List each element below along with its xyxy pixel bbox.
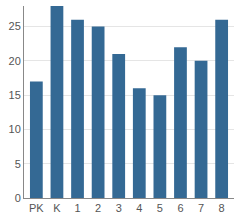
svg-text:0: 0 bbox=[15, 192, 21, 204]
svg-text:7: 7 bbox=[198, 202, 204, 214]
svg-text:15: 15 bbox=[9, 89, 21, 101]
svg-text:5: 5 bbox=[157, 202, 163, 214]
svg-text:3: 3 bbox=[116, 202, 122, 214]
svg-text:20: 20 bbox=[9, 55, 21, 67]
svg-text:2: 2 bbox=[95, 202, 101, 214]
svg-text:1: 1 bbox=[74, 202, 80, 214]
svg-text:5: 5 bbox=[15, 158, 21, 170]
svg-text:8: 8 bbox=[219, 202, 225, 214]
svg-text:6: 6 bbox=[177, 202, 183, 214]
svg-text:25: 25 bbox=[9, 20, 21, 32]
svg-text:K: K bbox=[53, 202, 61, 214]
svg-text:PK: PK bbox=[29, 202, 44, 214]
svg-text:4: 4 bbox=[136, 202, 142, 214]
svg-text:10: 10 bbox=[9, 123, 21, 135]
